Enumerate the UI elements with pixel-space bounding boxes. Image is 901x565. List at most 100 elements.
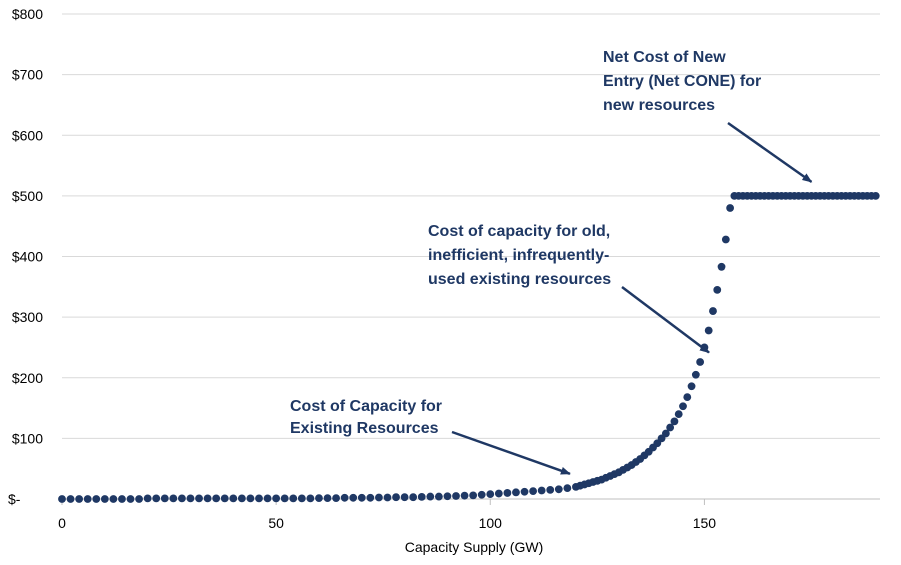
data-point [529, 487, 537, 496]
x-tick-label: 50 [268, 515, 284, 531]
x-axis-title: Capacity Supply (GW) [405, 539, 543, 555]
data-point [696, 358, 705, 366]
data-point [375, 493, 383, 502]
data-point [721, 235, 730, 244]
data-point [683, 393, 692, 402]
data-point [537, 486, 546, 495]
data-points [58, 191, 880, 503]
data-point [143, 494, 152, 503]
data-point [666, 423, 675, 432]
data-point [323, 494, 332, 502]
data-point [460, 491, 469, 500]
data-point [280, 494, 289, 503]
data-point [713, 285, 722, 294]
annotation-text-line: Cost of Capacity for [290, 398, 442, 415]
data-point [670, 417, 679, 426]
data-point [169, 494, 178, 503]
data-point [109, 495, 118, 503]
data-point [494, 489, 503, 498]
data-point [349, 493, 358, 502]
y-tick-label: $300 [12, 309, 43, 325]
y-tick-label: $700 [12, 67, 43, 83]
data-point [272, 494, 281, 503]
data-point [186, 494, 195, 503]
data-point [434, 492, 443, 501]
data-point [709, 307, 717, 315]
y-tick-label: $800 [12, 6, 43, 22]
annotation-arrow [621, 286, 710, 354]
x-tick-label: 150 [693, 515, 717, 531]
data-point [75, 495, 84, 503]
data-point [563, 484, 572, 492]
data-point [263, 494, 272, 503]
annotations: Net Cost of New Entry (Net CONE) for new r… [290, 49, 813, 475]
data-point [661, 429, 670, 438]
data-point [58, 495, 66, 503]
data-point [674, 410, 683, 419]
data-point [400, 493, 409, 502]
data-point [469, 491, 478, 500]
data-point [520, 487, 529, 496]
data-point [726, 204, 735, 212]
annotation-text-line: Net Cost of New [603, 49, 726, 66]
data-point [297, 494, 306, 503]
data-point [340, 493, 349, 502]
data-point [315, 494, 323, 502]
data-point [704, 326, 713, 335]
data-point [152, 494, 161, 503]
annotation-text-line: new resources [603, 97, 715, 114]
data-point [357, 493, 366, 502]
annotation-text-line: Entry (Net CONE) for [603, 73, 761, 90]
annotation-text-line: Cost of capacity for old, [428, 223, 610, 240]
data-point [195, 494, 203, 503]
data-point [118, 495, 126, 503]
tick-labels: $- $100 $200 $300 $400 $500 $600 $700 $800 0 50 100… [8, 6, 716, 555]
data-point [135, 495, 143, 503]
data-point [512, 488, 520, 497]
annotation-arrow [451, 430, 571, 475]
data-point [871, 191, 880, 200]
data-point [417, 492, 426, 501]
data-point [687, 382, 696, 391]
data-point [477, 490, 486, 499]
x-tick-label: 0 [58, 515, 66, 531]
data-point [554, 485, 563, 494]
y-tick-label: $400 [12, 249, 43, 265]
y-tick-label: $100 [12, 430, 43, 446]
data-point [409, 493, 418, 502]
data-point [383, 493, 392, 502]
data-point [92, 495, 101, 503]
annotation-arrow [727, 121, 813, 183]
x-tick-label: 100 [479, 515, 503, 531]
annotation-text-line: inefficient, infrequently- [428, 247, 609, 264]
data-point [237, 494, 246, 503]
y-tick-label: $600 [12, 127, 43, 143]
data-point [66, 495, 75, 503]
data-point [452, 492, 460, 500]
data-point [679, 402, 687, 411]
data-point [178, 494, 186, 503]
annotation: Cost of capacity for old, inefficient, in… [428, 223, 710, 354]
data-point [212, 494, 221, 503]
data-point [443, 492, 452, 501]
annotation: Net Cost of New Entry (Net CONE) for new r… [603, 49, 813, 183]
data-point [100, 495, 109, 503]
data-point [486, 490, 495, 499]
gridlines [62, 13, 880, 439]
data-point [306, 494, 315, 503]
data-point [160, 494, 169, 503]
y-tick-label: $500 [12, 188, 43, 204]
data-point [229, 494, 238, 503]
data-point [717, 262, 726, 271]
data-point [392, 493, 400, 502]
y-tick-label: $- [8, 491, 21, 507]
annotation: Cost of Capacity for Existing Resources [290, 398, 571, 475]
data-point [691, 370, 700, 379]
data-point [332, 494, 340, 502]
data-point [246, 494, 255, 503]
data-point [546, 486, 555, 494]
data-point [366, 493, 375, 502]
data-point [426, 492, 435, 501]
